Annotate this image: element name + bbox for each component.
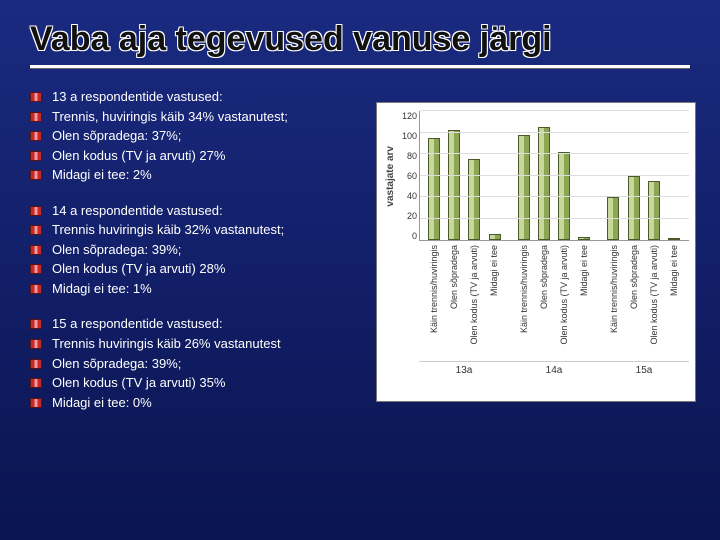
- list-item: 14 a respondentide vastused:: [30, 202, 390, 220]
- chart-x-tick: Olen kodus (TV ja arvuti): [649, 245, 659, 345]
- chart-x-tick: Olen sõpradega: [629, 245, 639, 309]
- list-item: Midagi ei tee: 0%: [30, 394, 390, 412]
- bullet-icon: [30, 398, 42, 408]
- bullet-icon: [30, 339, 42, 349]
- chart-x-tick: Olen kodus (TV ja arvuti): [559, 245, 569, 345]
- chart-age-label: 13a: [419, 361, 509, 376]
- chart-x-tick: Midagi ei tee: [489, 245, 499, 296]
- bullet-icon: [30, 245, 42, 255]
- chart-x-tick: Käin trennis/huviringis: [429, 245, 439, 333]
- list-item: Midagi ei tee: 1%: [30, 280, 390, 298]
- bullet-list: 13 a respondentide vastused: Trennis, huv…: [30, 88, 390, 429]
- list-item-label: Olen kodus (TV ja arvuti) 27%: [52, 147, 225, 165]
- chart-x-tick: Käin trennis/huviringis: [609, 245, 619, 333]
- list-item-label: Olen kodus (TV ja arvuti) 28%: [52, 260, 225, 278]
- list-item-label: Trennis, huviringis käib 34% vastanutest…: [52, 108, 288, 126]
- list-item-label: Olen sõpradega: 37%;: [52, 127, 181, 145]
- list-item-label: Trennis huviringis käib 26% vastanutest: [52, 335, 281, 353]
- chart-cluster: [420, 111, 510, 240]
- chart-bar: [538, 127, 550, 240]
- chart-age-label: 14a: [509, 361, 599, 376]
- chart: vastajate arv 120100806040200 Käin trenn…: [376, 102, 696, 402]
- list-item-label: Olen sõpradega: 39%;: [52, 355, 181, 373]
- list-item-label: Trennis huviringis käib 32% vastanutest;: [52, 221, 284, 239]
- bullet-icon: [30, 378, 42, 388]
- list-item-label: 14 a respondentide vastused:: [52, 202, 223, 220]
- list-item: Trennis huviringis käib 32% vastanutest;: [30, 221, 390, 239]
- bullet-icon: [30, 264, 42, 274]
- list-item-label: Midagi ei tee: 0%: [52, 394, 152, 412]
- chart-y-ticks: 120100806040200: [397, 111, 419, 241]
- bullet-icon: [30, 112, 42, 122]
- list-item: Olen kodus (TV ja arvuti) 35%: [30, 374, 390, 392]
- list-item-label: 15 a respondentide vastused:: [52, 315, 223, 333]
- chart-x-tick: Käin trennis/huviringis: [519, 245, 529, 333]
- chart-bar: [448, 130, 460, 240]
- list-item: Olen kodus (TV ja arvuti) 27%: [30, 147, 390, 165]
- chart-x-tick: Midagi ei tee: [669, 245, 679, 296]
- list-item: Olen sõpradega: 39%;: [30, 355, 390, 373]
- chart-age-label: 15a: [599, 361, 689, 376]
- list-item: Olen sõpradega: 39%;: [30, 241, 390, 259]
- list-item: Trennis, huviringis käib 34% vastanutest…: [30, 108, 390, 126]
- bullet-icon: [30, 319, 42, 329]
- bullet-icon: [30, 284, 42, 294]
- title-underline: [30, 65, 690, 68]
- chart-bar: [468, 159, 480, 240]
- chart-x-categories: Käin trennis/huviringis Olen sõpradega Ole…: [419, 241, 689, 361]
- chart-age-row: 13a14a15a: [419, 361, 689, 376]
- chart-x-tick: Midagi ei tee: [579, 245, 589, 296]
- list-item-label: 13 a respondentide vastused:: [52, 88, 223, 106]
- list-item-label: Midagi ei tee: 1%: [52, 280, 152, 298]
- list-item-label: Midagi ei tee: 2%: [52, 166, 152, 184]
- chart-bar: [489, 234, 501, 240]
- chart-bar: [518, 135, 530, 240]
- list-item-label: Olen sõpradega: 39%;: [52, 241, 181, 259]
- chart-cluster: [510, 111, 600, 240]
- chart-bar: [648, 181, 660, 240]
- chart-bar: [578, 237, 590, 240]
- bullet-icon: [30, 151, 42, 161]
- bullet-icon: [30, 92, 42, 102]
- bullet-icon: [30, 131, 42, 141]
- list-item-label: Olen kodus (TV ja arvuti) 35%: [52, 374, 225, 392]
- chart-x-tick: Olen kodus (TV ja arvuti): [469, 245, 479, 345]
- list-item: 13 a respondentide vastused:: [30, 88, 390, 106]
- list-item: 15 a respondentide vastused:: [30, 315, 390, 333]
- list-item: Midagi ei tee: 2%: [30, 166, 390, 184]
- chart-cluster: [599, 111, 689, 240]
- chart-x-tick: Olen sõpradega: [449, 245, 459, 309]
- bullet-icon: [30, 359, 42, 369]
- chart-bar: [607, 197, 619, 240]
- chart-y-label: vastajate arv: [383, 111, 397, 241]
- page-title: Vaba aja tegevused vanuse järgi: [30, 20, 690, 59]
- chart-plot-area: [419, 111, 689, 241]
- list-item: Olen kodus (TV ja arvuti) 28%: [30, 260, 390, 278]
- bullet-icon: [30, 225, 42, 235]
- chart-bar: [628, 176, 640, 241]
- bullet-icon: [30, 170, 42, 180]
- list-item: Trennis huviringis käib 26% vastanutest: [30, 335, 390, 353]
- chart-bar: [668, 238, 680, 240]
- list-item: Olen sõpradega: 37%;: [30, 127, 390, 145]
- bullet-icon: [30, 206, 42, 216]
- chart-x-tick: Olen sõpradega: [539, 245, 549, 309]
